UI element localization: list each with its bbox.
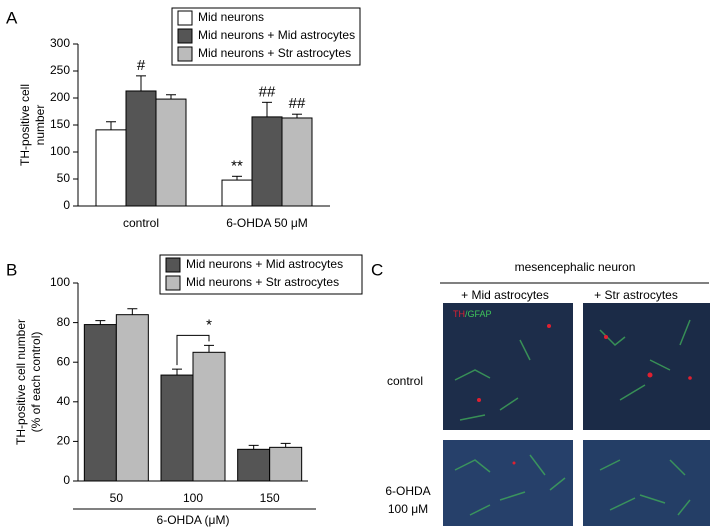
x-tick-label: 6-OHDA 50 μM: [226, 216, 308, 230]
x-tick-label: 100: [183, 491, 203, 505]
y-axis-label: number: [33, 105, 47, 146]
annotation: *: [206, 316, 212, 333]
y-tick-label: 80: [57, 315, 71, 329]
y-tick-label: 0: [63, 198, 70, 212]
row-label: 100 μM: [388, 502, 428, 516]
image: [443, 440, 573, 526]
y-tick-label: 60: [57, 354, 71, 368]
legend-box: [171, 7, 361, 66]
legend-box: [159, 254, 363, 295]
legend-label: Mid neurons + Str astrocytes: [186, 275, 339, 289]
row-label: 6-OHDA: [385, 484, 430, 498]
stain-th: TH: [453, 309, 465, 319]
panel-label: C: [371, 260, 383, 279]
bar: [269, 446, 303, 482]
panel-label: B: [6, 260, 17, 279]
y-tick-label: 50: [57, 171, 71, 185]
legend-label: Mid neurons + Mid astrocytes: [186, 257, 343, 271]
bracket: [176, 334, 210, 366]
y-tick-label: 250: [50, 63, 70, 77]
bar: [281, 117, 313, 207]
x-tick-label: 50: [110, 491, 124, 505]
bar: [160, 374, 194, 482]
y-tick-label: 20: [57, 434, 71, 448]
y-axis-label: TH-positive cell: [18, 84, 32, 166]
y-axis-label: TH-positive cell number: [14, 319, 28, 445]
panel-label: A: [6, 8, 18, 27]
annotation: ##: [259, 83, 276, 100]
y-axis-label: (% of each control): [29, 332, 43, 433]
y-tick-label: 300: [50, 36, 70, 50]
legend-label: Mid neurons: [198, 10, 264, 24]
bar: [155, 98, 187, 207]
bar: [192, 351, 226, 482]
bar: [221, 179, 253, 207]
column-label: + Str astrocytes: [594, 288, 678, 302]
micrographs: [443, 303, 710, 526]
image: [583, 303, 710, 430]
row-label: control: [387, 374, 423, 388]
legend-swatch: [177, 28, 193, 44]
annotation: #: [137, 57, 146, 74]
bar: [237, 448, 271, 482]
bar: [251, 116, 283, 207]
legend-swatch: [165, 275, 181, 291]
legend-label: Mid neurons + Str astrocytes: [198, 46, 351, 60]
x-tick-label: 150: [260, 491, 280, 505]
bar: [125, 90, 157, 207]
legend-swatch: [177, 10, 193, 26]
column-label: + Mid astrocytes: [461, 288, 549, 302]
x-axis-label: 6-OHDA (μM): [157, 513, 230, 527]
y-tick-label: 200: [50, 90, 70, 104]
y-tick-label: 100: [50, 275, 70, 289]
legend-label: Mid neurons + Mid astrocytes: [198, 28, 355, 42]
legend-swatch: [177, 46, 193, 62]
legend-swatch: [165, 257, 181, 273]
image: [583, 440, 710, 526]
x-tick-label: control: [123, 216, 159, 230]
y-tick-label: 100: [50, 144, 70, 158]
y-tick-label: 150: [50, 117, 70, 131]
y-tick-label: 40: [57, 394, 71, 408]
bar: [115, 314, 149, 482]
stain-gfap: /GFAP: [465, 309, 492, 319]
annotation: **: [231, 157, 243, 174]
image: [443, 303, 573, 430]
bar: [83, 324, 117, 482]
bar: [95, 129, 127, 207]
annotation: ##: [289, 95, 306, 112]
panel-title: mesencephalic neuron: [515, 260, 636, 274]
y-tick-label: 0: [63, 473, 70, 487]
stain-label: TH/GFAP: [453, 309, 492, 319]
